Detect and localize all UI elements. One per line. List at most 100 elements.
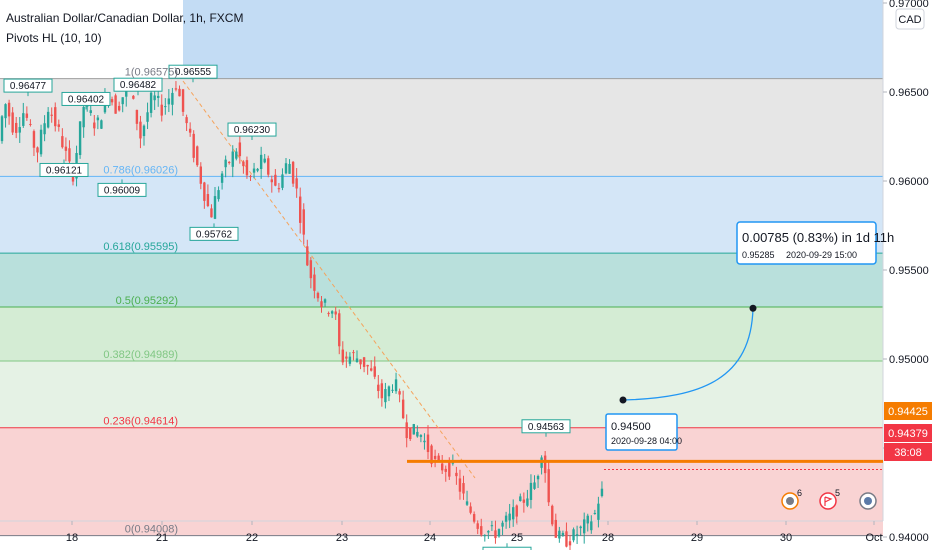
pivot-label: 0.95762 xyxy=(196,229,233,240)
candle-body xyxy=(206,194,210,207)
candle-body xyxy=(15,122,18,133)
x-axis-ticks: 18 21 22 23 24 25 28 29 30 Oct xyxy=(66,521,883,544)
candle-body xyxy=(448,460,451,477)
pivot-marker: 0.96009 xyxy=(97,179,147,197)
candle-body xyxy=(110,99,114,103)
candle-body xyxy=(327,313,330,315)
candle-body xyxy=(512,507,515,520)
projection-start-box: 0.94500 2020-09-28 04:00 xyxy=(605,413,682,451)
event-icon-group[interactable]: 6 5 xyxy=(781,488,877,510)
candle-body xyxy=(39,129,43,155)
candle-body xyxy=(117,105,121,111)
candle-body xyxy=(167,98,171,105)
candle-body xyxy=(245,160,249,176)
candle-body xyxy=(572,529,575,541)
x-tick-label: 30 xyxy=(780,532,792,544)
candle-body xyxy=(405,422,408,439)
zone-top xyxy=(183,0,883,79)
candle-body xyxy=(423,440,426,443)
currency-badge-box[interactable] xyxy=(895,8,925,30)
start-time-label: 2020-09-28 04:00 xyxy=(611,436,682,446)
x-tick-label: 22 xyxy=(246,532,258,544)
pivot-marker: 0.96482 xyxy=(113,77,163,96)
candle-body xyxy=(547,469,550,503)
svg-text:0.94425: 0.94425 xyxy=(888,406,928,418)
candle-body xyxy=(267,158,270,175)
candle-body xyxy=(441,463,444,471)
fib-level-label: 0.236(0.94614) xyxy=(103,416,178,428)
candle-body xyxy=(391,389,394,391)
pivot-box xyxy=(521,419,571,434)
pivot-label: 0.96555 xyxy=(175,67,212,78)
candle-body xyxy=(242,161,245,167)
candle-body xyxy=(96,117,100,121)
candle-body xyxy=(61,136,64,148)
candle-body xyxy=(291,161,295,184)
candle-body xyxy=(22,113,25,126)
line-price-badge: 0.94425 xyxy=(884,402,932,420)
pivot-box xyxy=(61,91,111,106)
price-projection[interactable]: 0.94500 2020-09-28 04:00 0.00785 (0.83%) i… xyxy=(605,221,894,451)
currency-badge[interactable]: CAD xyxy=(898,14,921,26)
candle-body xyxy=(50,114,53,116)
candle-body xyxy=(341,349,344,363)
candle-body xyxy=(64,146,68,151)
candle-body xyxy=(7,102,11,117)
fib-labels: 1(0.96575) 0.786(0.96026) 0.618(0.95595) 0.… xyxy=(103,67,178,536)
candle-body xyxy=(252,168,256,173)
candle-body xyxy=(462,483,465,494)
candle-body xyxy=(11,112,14,133)
candle-body xyxy=(394,379,398,392)
x-tick-label: 29 xyxy=(691,532,703,544)
candle-body xyxy=(256,168,259,171)
pivot-marker: 0.94563 xyxy=(521,419,571,437)
pivot-box xyxy=(482,546,532,550)
candle-body xyxy=(174,88,178,90)
pivot-marker: 0.96121 xyxy=(39,159,89,177)
candle-body xyxy=(277,188,281,190)
projection-curve xyxy=(622,308,754,401)
candle-body xyxy=(377,384,380,392)
candle-body xyxy=(465,501,469,505)
svg-text:0.94379: 0.94379 xyxy=(888,428,928,440)
candle-body xyxy=(526,498,529,506)
fib-level-label: 1(0.96575) xyxy=(125,67,178,79)
candle-body xyxy=(416,431,419,437)
candle-body xyxy=(231,151,234,167)
candle-body xyxy=(199,166,202,184)
axes xyxy=(0,0,884,522)
candle-body xyxy=(235,151,238,159)
candle-body xyxy=(480,526,483,535)
y-tick-label: 0.97000 xyxy=(889,0,929,10)
support-line[interactable] xyxy=(407,459,883,471)
candle-body xyxy=(217,190,220,200)
candle-body xyxy=(583,519,586,534)
zone-top-left xyxy=(0,0,183,79)
candle-body xyxy=(494,530,497,539)
end-box-frame xyxy=(736,221,877,265)
candle-body xyxy=(93,122,96,129)
candle-body xyxy=(490,525,494,527)
pivot-label: 0.96121 xyxy=(46,165,83,176)
candle-body xyxy=(284,163,288,174)
candle-body xyxy=(380,383,384,399)
svg-text:6: 6 xyxy=(797,488,802,498)
candle-body xyxy=(238,142,242,157)
candle-body xyxy=(533,482,536,489)
candle-body xyxy=(401,399,405,419)
pivot-marker: 0.96477 xyxy=(3,78,53,97)
pivot-label: 0.96477 xyxy=(10,81,47,92)
candle-body xyxy=(192,133,195,158)
candle-body xyxy=(302,209,305,235)
candle-body xyxy=(387,386,391,397)
candle-body xyxy=(274,174,277,186)
candle-body xyxy=(306,246,309,266)
candle-body xyxy=(210,208,213,218)
candle-body xyxy=(46,111,50,128)
x-tick-label: 21 xyxy=(156,532,168,544)
candle-body xyxy=(25,113,29,118)
last-price-badge: 0.94379 xyxy=(884,424,932,442)
fib-trend-line xyxy=(182,80,476,479)
change-label: 0.00785 (0.83%) in 1d 11h xyxy=(742,230,894,245)
